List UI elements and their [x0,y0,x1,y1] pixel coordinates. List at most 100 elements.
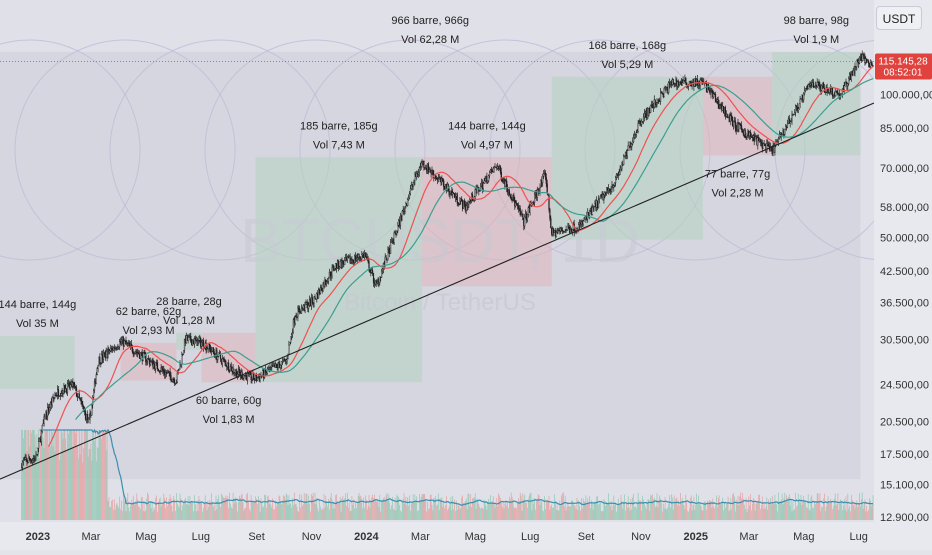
candle-body [426,163,429,171]
volume-bar [196,500,198,520]
volume-bar [432,510,434,520]
volume-bar [81,430,83,520]
volume-bar [246,494,247,520]
candle-body [848,78,850,84]
candle-body [813,86,816,88]
volume-bar [527,498,529,520]
annotation-label-line1: 60 barre, 60g [196,395,261,407]
volume-bar [185,497,186,520]
candle-body [103,352,106,354]
volume-bar [41,430,43,520]
volume-bar [189,495,191,520]
candle-body [38,441,40,449]
volume-bar [91,460,93,520]
candle-body [298,307,300,310]
candle-body [164,371,167,375]
volume-bar [428,508,430,520]
volume-bar [209,499,211,520]
volume-bar [727,496,729,520]
candle-body [751,136,754,138]
volume-bar [872,495,874,520]
candle-body [438,177,440,180]
candle-body [729,114,731,122]
candle-body [642,116,645,122]
volume-bar [199,499,201,520]
candle-body [656,102,658,106]
candle-body [252,373,254,380]
candle-body [836,91,838,93]
volume-bar [238,501,239,520]
volume-bar [790,498,792,520]
volume-bar [833,498,835,520]
candle-body [358,254,360,259]
volume-bar [494,507,496,520]
volume-bar [222,497,224,520]
volume-bar [48,444,49,520]
candle-body [649,107,651,113]
volume-bar [681,497,683,520]
volume-bar [545,509,546,520]
volume-bar [529,493,531,520]
candle-body [549,209,551,219]
volume-bar [738,505,740,520]
volume-bar [823,498,824,520]
candle-body [464,204,466,211]
candle-body [401,210,403,221]
candle-body [824,91,826,93]
volume-bar [170,498,172,520]
volume-bar [356,502,358,520]
candle-body [213,351,215,354]
volume-bar [572,500,573,520]
volume-bar [440,499,442,520]
volume-bar [36,434,38,520]
y-axis-tick-label: 17.500,00 [880,449,929,461]
candle-body [414,174,416,181]
currency-button[interactable]: USDT [876,6,922,30]
volume-bar [693,496,695,520]
volume-bar [305,493,307,520]
volume-bar [94,440,95,520]
volume-bar [458,505,460,520]
candle-body [410,184,412,189]
volume-bar [396,494,398,520]
candle-body [199,337,201,341]
volume-bar [572,503,574,520]
volume-bar [135,501,137,520]
volume-bar [604,500,606,520]
volume-bar [564,495,566,520]
candle-body [525,213,527,218]
candle-body [235,370,237,374]
volume-bar [497,506,499,520]
volume-bar [708,499,710,520]
candle-body [706,84,709,92]
volume-bar [532,498,534,520]
volume-bar [109,507,111,520]
volume-bar [283,495,284,520]
volume-bar [832,509,833,520]
candle-body [265,371,268,374]
volume-bar [618,504,620,520]
volume-bar [770,498,771,520]
candle-body [110,348,112,351]
volume-bar [635,508,637,520]
volume-bar [493,504,495,520]
candle-body [826,87,828,94]
volume-bar [149,503,150,520]
candle-body [495,166,497,169]
candle-body [69,384,71,388]
candle-body [205,342,207,350]
candle-body [479,190,481,192]
volume-bar [158,499,160,520]
candle-body [845,81,847,84]
candle-body [570,229,572,233]
volume-bar [715,505,716,520]
candle-body [869,61,871,67]
candle-body [208,343,210,350]
volume-bar [441,497,443,520]
volume-bar [470,494,472,520]
candle-body [157,368,160,372]
volume-bar [687,510,688,520]
candle-body [865,58,867,63]
candle-body [469,199,471,202]
